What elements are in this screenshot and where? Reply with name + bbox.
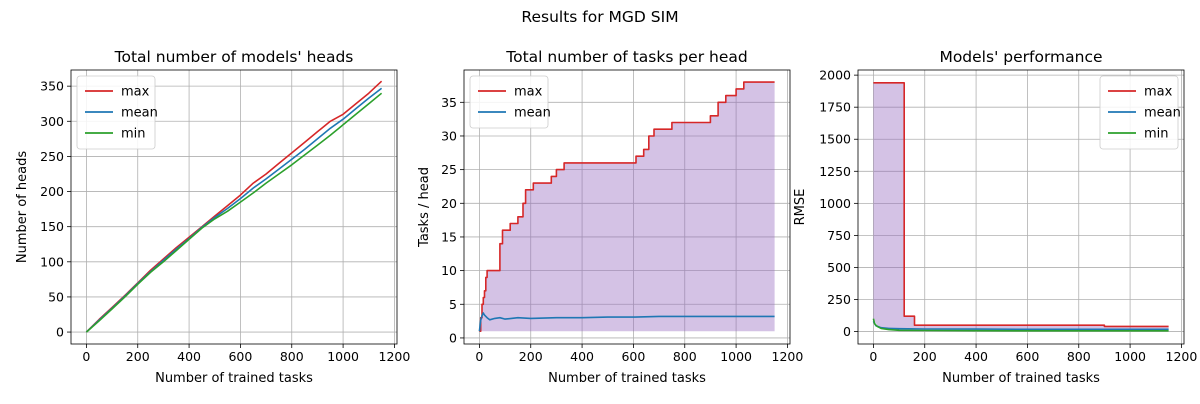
x-tick-label: 1200 [379,349,411,364]
legend-box [76,75,156,150]
legend-label-min: min [121,127,146,142]
legend: max mean min [1099,75,1181,150]
x-tick-label: 1000 [720,349,752,364]
legend-label-max: max [514,85,543,100]
y-tick-label: 300 [40,114,64,129]
y-tick-label: 25 [441,162,457,177]
figure-suptitle: Results for MGD SIM [521,8,678,26]
x-tick-label: 800 [1067,349,1091,364]
x-axis-label: Number of trained tasks [942,371,1100,386]
y-tick-label: 15 [441,229,457,244]
y-tick-label: 1000 [819,196,851,211]
series-line-max [873,82,1169,328]
y-axis-label: Number of heads [15,151,30,263]
y-tick-label: 1500 [819,132,851,147]
y-tick-label: 35 [441,95,457,110]
legend-box [469,75,549,129]
y-tick-label: 30 [441,128,457,143]
legend-label-mean: mean [1144,106,1181,121]
chart-tasks-per-head: Total number of tasks per head Number of… [417,48,803,386]
chart-title: Total number of models' heads [114,48,354,66]
legend: max mean min [76,75,158,150]
axis-ticks: 0 200 400 600 800 1000 1200 0 250 500 750 1000 1250 1… [819,68,1197,364]
legend-label-min: min [1144,127,1169,142]
legend-box [1099,75,1179,150]
x-tick-label: 0 [82,349,90,364]
x-tick-label: 400 [964,349,988,364]
y-tick-label: 250 [40,149,64,164]
series-line-max [479,81,775,333]
chart-title: Total number of tasks per head [505,48,747,66]
x-tick-label: 200 [126,349,150,364]
x-tick-label: 200 [913,349,937,364]
plot-area [858,70,1184,344]
y-tick-label: 750 [827,228,851,243]
x-tick-label: 600 [621,349,645,364]
x-tick-label: 0 [475,349,483,364]
y-tick-label: 250 [827,292,851,307]
range-band [479,82,775,332]
axis-ticks: 0 200 400 600 800 1000 1200 0 50 100 150 200 250 300 3… [40,79,410,364]
x-tick-label: 1200 [1166,349,1198,364]
x-tick-label: 1000 [1114,349,1146,364]
legend-label-max: max [121,85,150,100]
axes-frame [463,69,791,345]
legend-label-mean: mean [121,106,158,121]
x-tick-label: 200 [519,349,543,364]
y-tick-label: 0 [843,324,851,339]
x-tick-label: 400 [570,349,594,364]
y-axis-label: RMSE [793,189,808,226]
y-tick-label: 350 [40,79,64,94]
y-tick-label: 0 [449,330,457,345]
axis-ticks: 0 200 400 600 800 1000 1200 0 5 10 15 20 25 30 35 [441,95,803,364]
x-axis-label: Number of trained tasks [155,371,313,386]
axes-frame [70,69,398,345]
y-tick-label: 1750 [819,100,851,115]
y-tick-label: 500 [827,260,851,275]
y-tick-label: 100 [40,254,64,269]
axes-frame [857,69,1185,345]
series-line-min [872,318,1169,332]
chart-title: Models' performance [939,48,1102,66]
x-tick-label: 0 [869,349,877,364]
x-tick-label: 800 [673,349,697,364]
y-tick-label: 50 [48,289,64,304]
x-tick-label: 600 [228,349,252,364]
chart-models-performance: Models' performance Number of trained ta… [793,48,1197,386]
x-tick-label: 1000 [327,349,359,364]
y-axis-label: Tasks / head [417,167,432,248]
range-band [873,82,1169,331]
y-tick-label: 150 [40,219,64,234]
x-axis-label: Number of trained tasks [548,371,706,386]
y-tick-label: 10 [441,263,457,278]
y-tick-label: 5 [449,297,457,312]
x-tick-label: 800 [280,349,304,364]
legend: max mean [469,75,551,129]
series-line-mean [478,312,775,332]
y-tick-label: 200 [40,184,64,199]
legend-label-mean: mean [514,106,551,121]
legend-label-max: max [1144,85,1173,100]
y-tick-label: 1250 [819,164,851,179]
y-tick-label: 20 [441,196,457,211]
series-line-min [85,92,383,333]
plot-area [464,70,790,344]
x-tick-label: 1200 [772,349,804,364]
chart-total-heads: Total number of models' heads Number of … [15,48,410,386]
y-tick-label: 2000 [819,68,851,83]
y-tick-label: 0 [56,325,64,340]
x-tick-label: 600 [1015,349,1039,364]
x-tick-label: 400 [177,349,201,364]
